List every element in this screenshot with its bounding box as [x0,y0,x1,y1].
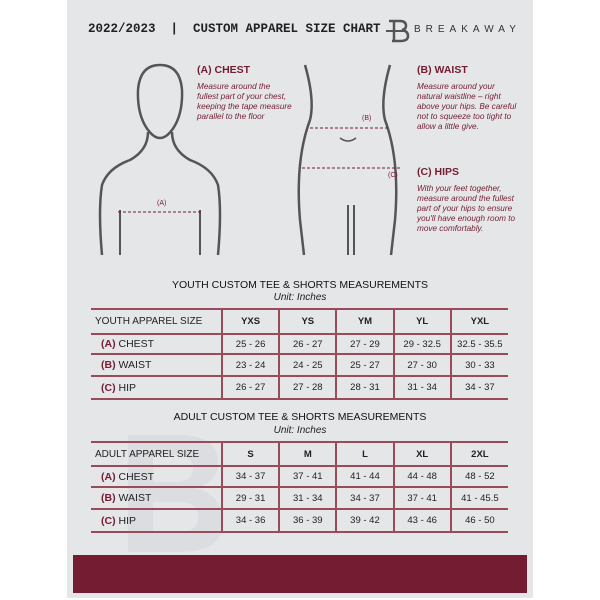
chest-instructions: Measure around the fullest part of your … [197,82,292,121]
brand-name: BREAKAWAY [414,24,521,35]
page-title: 2022/2023 | CUSTOM APPAREL SIZE CHART [88,22,381,36]
youth-size-table: YOUTH APPAREL SIZE YXS YS YM YL YXL (A) … [91,308,508,400]
cell: 26 - 27 [278,334,337,355]
cell: 34 - 37 [335,487,394,510]
row-label: HIP [118,381,137,394]
cell: 27 - 28 [278,376,337,400]
header-cell: 2XL [449,441,508,467]
breakaway-logo-icon [386,19,410,43]
row-code: (A) [101,338,116,350]
cell: 41 - 44 [335,466,394,488]
row-code: (C) [101,381,116,394]
chest-heading: (A) CHEST [197,64,251,76]
hips-instructions: With your feet together, measure around … [417,184,516,233]
lower-body-figure [297,64,400,256]
footer-band [73,555,527,593]
table-row: (A) CHEST 34 - 37 37 - 41 41 - 44 44 - 4… [91,466,508,488]
header-cell: XL [392,441,451,467]
cell: 36 - 39 [278,509,337,533]
cell: 31 - 34 [392,376,451,400]
header-cell: YL [392,308,451,335]
adult-table-title: ADULT CUSTOM TEE & SHORTS MEASUREMENTS [173,411,427,423]
header-cell: ADULT APPAREL SIZE [91,441,222,467]
cell: 39 - 42 [335,509,394,533]
row-code: (C) [101,514,116,527]
table-row: (C) HIP 26 - 27 27 - 28 28 - 31 31 - 34 … [91,376,508,400]
cell: 34 - 37 [449,376,508,400]
waist-heading: (B) WAIST [417,64,468,76]
upper-body-figure [98,63,222,256]
table-row: (B) WAIST 29 - 31 31 - 34 34 - 37 37 - 4… [91,487,508,510]
cell: 30 - 33 [449,354,508,377]
table-row: (B) WAIST 23 - 24 24 - 25 25 - 27 27 - 3… [91,354,508,377]
cell: 44 - 48 [392,466,451,488]
cell: 25 - 26 [220,334,280,355]
row-label: WAIST [118,492,152,504]
cell: 48 - 52 [449,466,508,488]
header-cell: M [278,441,337,467]
row-label: HIP [118,514,137,527]
header-cell: YXL [449,308,508,335]
header-cell: L [335,441,394,467]
table-header-row: ADULT APPAREL SIZE S M L XL 2XL [91,441,508,467]
youth-unit: Unit: Inches [273,292,327,303]
header-cell: YM [335,308,394,335]
cell: 43 - 46 [392,509,451,533]
header-cell: S [220,441,280,467]
row-label: CHEST [118,338,155,350]
cell: 27 - 30 [392,354,451,377]
waist-instructions: Measure around your natural waistline – … [417,82,517,131]
table-row: (A) CHEST 25 - 26 26 - 27 27 - 29 29 - 3… [91,334,508,355]
waist-marker: (B) [362,115,372,122]
header-cell: YXS [220,308,280,335]
cell: 41 - 45.5 [449,487,508,510]
adult-unit: Unit: Inches [273,425,327,436]
cell: 26 - 27 [220,376,280,400]
cell: 25 - 27 [335,354,394,377]
cell: 34 - 37 [220,466,280,488]
cell: 23 - 24 [220,354,280,377]
cell: 31 - 34 [278,487,337,510]
cell: 24 - 25 [278,354,337,377]
table-row: (C) HIP 34 - 36 36 - 39 39 - 42 43 - 46 … [91,509,508,533]
row-label: WAIST [118,359,152,371]
cell: 32.5 - 35.5 [449,334,508,355]
table-header-row: YOUTH APPAREL SIZE YXS YS YM YL YXL [91,308,508,335]
header-cell: YOUTH APPAREL SIZE [91,308,222,335]
row-label: CHEST [118,470,155,483]
cell: 46 - 50 [449,509,508,533]
row-code: (A) [101,470,116,483]
cell: 34 - 36 [220,509,280,533]
row-code: (B) [101,359,116,371]
hips-marker: (C) [388,172,398,179]
cell: 37 - 41 [278,466,337,488]
cell: 27 - 29 [335,334,394,355]
cell: 29 - 32.5 [392,334,451,355]
chest-marker: (A) [157,200,167,207]
youth-table-title: YOUTH CUSTOM TEE & SHORTS MEASUREMENTS [171,279,429,291]
header-cell: YS [278,308,337,335]
cell: 29 - 31 [220,487,280,510]
cell: 37 - 41 [392,487,451,510]
cell: 28 - 31 [335,376,394,400]
adult-size-table: ADULT APPAREL SIZE S M L XL 2XL (A) CHES… [91,441,508,533]
hips-heading: (C) HIPS [417,166,459,178]
row-code: (B) [101,492,116,504]
